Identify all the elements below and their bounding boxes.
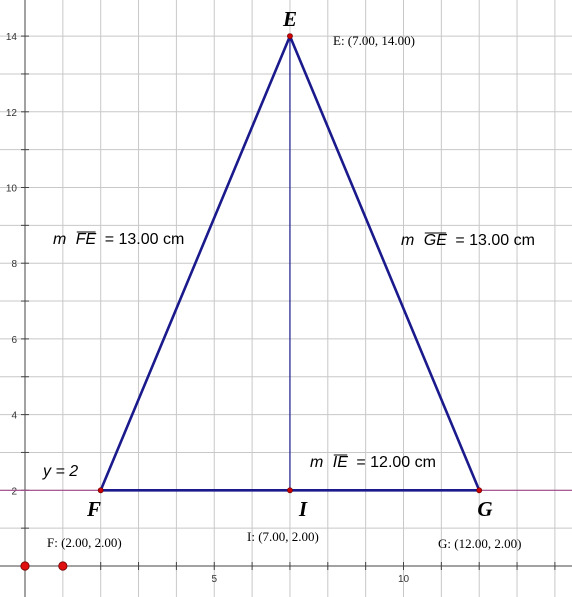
measurement-prefix: m xyxy=(401,232,414,249)
coordinate-readout-G[interactable]: G: (12.00, 2.00) xyxy=(438,536,521,551)
slider-point xyxy=(21,562,29,570)
point-I xyxy=(287,488,292,493)
y-tick-label: 2 xyxy=(11,486,17,497)
point-label-E[interactable]: E xyxy=(282,7,297,31)
point-label-I[interactable]: I xyxy=(298,497,308,521)
measurement-prefix: m xyxy=(310,454,323,471)
measurement-value: = 12.00 cm xyxy=(356,454,436,471)
x-tick-label: 10 xyxy=(398,574,410,585)
slider-point xyxy=(59,562,67,570)
tick-labels: 2 4 6 8 10 12 14 5 10 xyxy=(6,32,410,585)
point-E xyxy=(287,34,292,39)
svg-text:m FE = 13.00 cm: m FE = 13.00 cm xyxy=(53,231,184,248)
y-tick-label: 14 xyxy=(6,32,18,43)
y-tick-label: 6 xyxy=(11,335,17,346)
y-tick-label: 10 xyxy=(6,184,18,195)
measurement-segment-name: FE xyxy=(76,231,97,248)
x-tick-label: 5 xyxy=(211,574,217,585)
y-tick-label: 12 xyxy=(6,108,18,119)
point-label-F[interactable]: F xyxy=(86,497,101,521)
coordinate-readout-E[interactable]: E: (7.00, 14.00) xyxy=(333,33,415,48)
measurement-segment-name: IE xyxy=(333,454,348,471)
y-tick-label: 8 xyxy=(11,259,17,270)
svg-text:m IE = 12.00 cm: m IE = 12.00 cm xyxy=(310,454,436,471)
measurement-prefix: m xyxy=(53,231,66,248)
measurement-GE[interactable]: m GE = 13.00 cm xyxy=(401,232,535,249)
line-equation-label[interactable]: y = 2 xyxy=(42,463,78,480)
point-label-G[interactable]: G xyxy=(477,497,492,521)
point-G xyxy=(477,488,482,493)
measurement-FE[interactable]: m FE = 13.00 cm xyxy=(53,231,184,248)
measurement-IE[interactable]: m IE = 12.00 cm xyxy=(310,454,436,471)
coordinate-readout-F[interactable]: F: (2.00, 2.00) xyxy=(47,535,122,550)
measurement-value: = 13.00 cm xyxy=(105,231,185,248)
coordinate-readout-I[interactable]: I: (7.00, 2.00) xyxy=(247,529,319,544)
measurement-value: = 13.00 cm xyxy=(455,232,535,249)
svg-text:m GE = 13.00 cm: m GE = 13.00 cm xyxy=(401,232,535,249)
point-F xyxy=(98,488,103,493)
y-tick-label: 4 xyxy=(11,411,17,422)
measurement-segment-name: GE xyxy=(424,232,447,249)
